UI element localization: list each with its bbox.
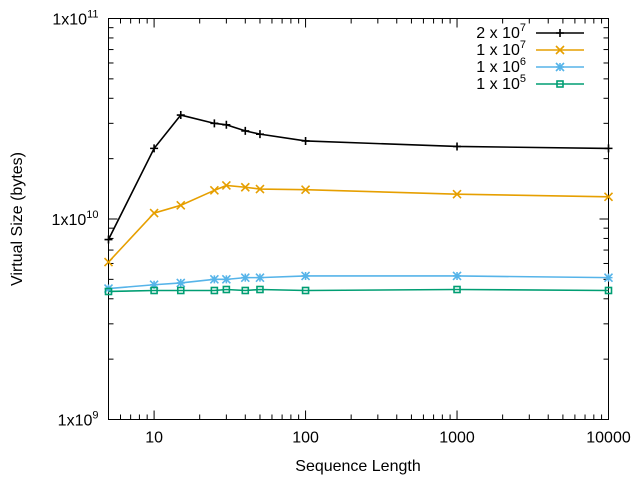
data-point xyxy=(255,184,265,194)
data-point xyxy=(104,235,113,244)
data-point xyxy=(604,286,613,295)
data-point xyxy=(176,278,186,288)
y-tick-exponent: 9 xyxy=(92,410,98,422)
legend-marker xyxy=(556,80,564,88)
data-point xyxy=(150,144,159,153)
legend-marker xyxy=(556,29,564,37)
legend-label-exponent: 7 xyxy=(520,39,526,51)
data-point xyxy=(150,286,158,295)
legend-label: 1 x 105 xyxy=(476,73,526,93)
data-point xyxy=(256,285,264,294)
data-point xyxy=(221,180,231,191)
x-tick-label: 100 xyxy=(292,430,319,447)
data-point xyxy=(149,280,159,290)
data-point xyxy=(222,285,231,294)
series-0 xyxy=(104,111,613,244)
series-line xyxy=(108,288,609,293)
legend-label-base: 1 x 10 xyxy=(476,76,520,93)
series-layer xyxy=(103,111,614,296)
data-point xyxy=(240,182,250,192)
data-point xyxy=(300,271,311,281)
legend-label-base: 1 x 10 xyxy=(476,59,520,76)
data-point xyxy=(104,287,113,296)
data-point xyxy=(255,273,265,283)
series-line xyxy=(107,114,609,240)
data-point xyxy=(603,192,614,202)
y-tick-exponent: 11 xyxy=(87,9,98,21)
data-point xyxy=(209,185,219,195)
series-3 xyxy=(104,285,613,296)
data-point xyxy=(452,189,462,199)
x-tick-label: 10 xyxy=(145,430,163,447)
y-tick-base: 1x10 xyxy=(52,212,87,229)
data-point xyxy=(301,136,310,145)
x-tick-label: 1000 xyxy=(439,430,475,447)
data-point xyxy=(255,130,264,139)
y-tick-exponent: 10 xyxy=(86,209,98,221)
data-point xyxy=(221,274,231,284)
legend-marker xyxy=(555,45,565,55)
data-point xyxy=(241,286,250,295)
series-line xyxy=(107,184,609,263)
legend-label: 1 x 106 xyxy=(476,56,526,76)
data-point xyxy=(222,120,231,129)
data-point xyxy=(103,257,114,267)
data-point xyxy=(240,273,250,283)
data-point xyxy=(301,286,310,295)
x-tick-label: 10000 xyxy=(586,430,631,447)
data-point xyxy=(603,273,614,283)
series-2 xyxy=(103,271,614,294)
legend-label: 2 x 107 xyxy=(476,22,526,42)
data-point xyxy=(176,111,185,120)
data-point xyxy=(604,144,613,153)
data-point xyxy=(176,286,185,295)
legend-label-exponent: 7 xyxy=(520,22,526,34)
data-point xyxy=(453,142,462,151)
legend-label-base: 2 x 10 xyxy=(476,25,520,42)
data-point xyxy=(176,200,186,210)
y-tick-base: 1x10 xyxy=(52,12,87,29)
data-point xyxy=(452,271,462,281)
series-1 xyxy=(103,180,614,267)
series-line xyxy=(108,275,609,290)
data-point xyxy=(453,285,461,294)
y-tick-label: 1x109 xyxy=(58,410,99,430)
x-axis-title: Sequence Length xyxy=(295,458,420,475)
y-axis-title: Virtual Size (bytes) xyxy=(9,152,26,286)
y-tick-base: 1x10 xyxy=(58,413,93,430)
data-point xyxy=(300,185,311,195)
legend-label: 1 x 107 xyxy=(476,39,526,59)
legend-label-base: 1 x 10 xyxy=(476,42,520,59)
data-point xyxy=(210,286,219,295)
data-point xyxy=(209,274,219,284)
legend-label-exponent: 5 xyxy=(520,73,526,85)
data-point xyxy=(149,208,159,218)
plot-frame xyxy=(108,18,609,420)
y-tick-label: 1x1010 xyxy=(52,209,99,229)
legend-label-exponent: 6 xyxy=(520,56,526,68)
data-point xyxy=(210,119,219,128)
data-point xyxy=(241,126,250,135)
legend-marker xyxy=(555,62,565,72)
y-tick-label: 1x1011 xyxy=(52,9,98,29)
